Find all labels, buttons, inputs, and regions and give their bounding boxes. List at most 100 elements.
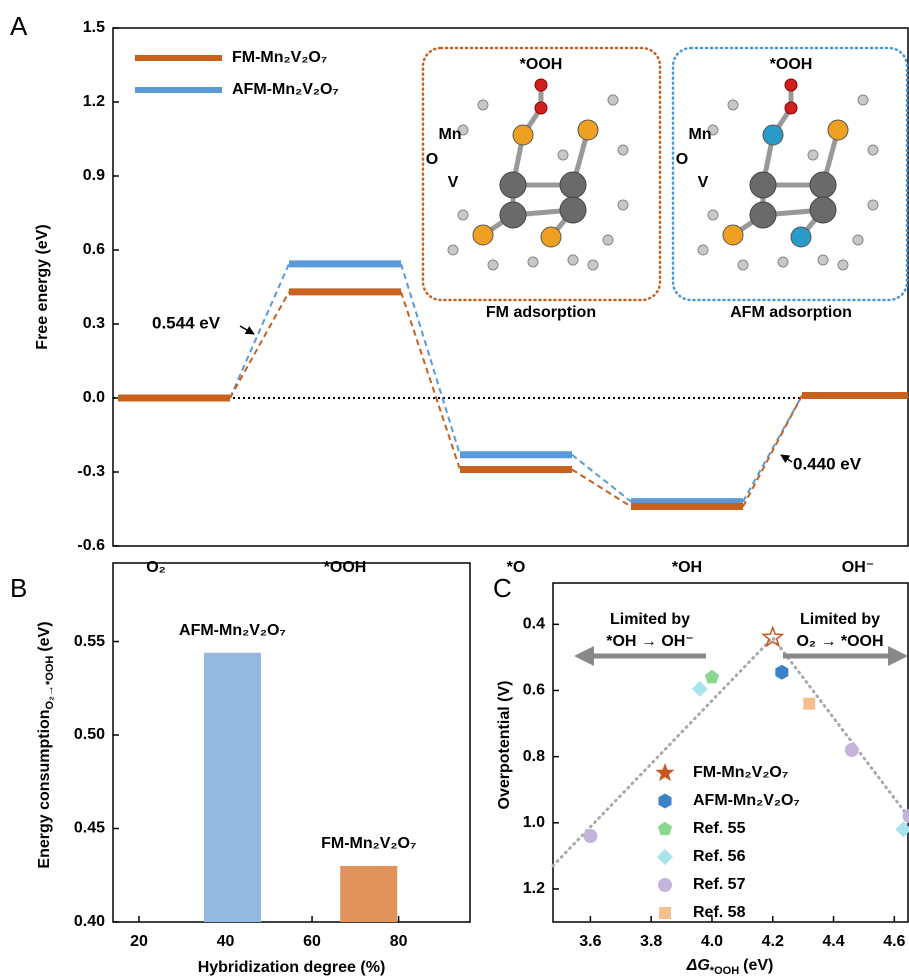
marker (659, 907, 671, 919)
atom (723, 225, 743, 245)
annotation: Limited by (800, 611, 880, 628)
x-tick-label: 4.6 (883, 933, 905, 950)
label-unit: (eV) (36, 621, 53, 651)
marker (845, 743, 859, 757)
connector (572, 470, 631, 507)
y-tick-label: 0.6 (523, 682, 545, 699)
y-tick-label: 0.9 (83, 167, 105, 184)
marker (659, 794, 672, 809)
marker (658, 878, 672, 892)
atom (608, 95, 618, 105)
label-main: Energy consumption (36, 709, 53, 868)
x-tick-label: 80 (390, 933, 408, 950)
x-tick-label: 40 (217, 933, 235, 950)
x-tick-label: O₂ (146, 559, 166, 576)
connector (743, 396, 802, 502)
atom-label: V (448, 174, 459, 191)
marker (763, 628, 782, 646)
legend-label: AFM-Mn₂V₂O₇ (232, 81, 339, 98)
y-tick-label: 1.2 (523, 880, 545, 897)
x-axis-label: Hybridization degree (%) (198, 959, 386, 976)
y-tick-label: 0.4 (523, 616, 545, 633)
atom (560, 172, 586, 198)
atom (858, 95, 868, 105)
y-axis-label: Free energy (eV) (34, 224, 51, 349)
atom-label: Mn (688, 126, 711, 143)
atom (588, 260, 598, 270)
y-tick-label: 1.5 (83, 19, 105, 36)
panel-label: B (10, 573, 27, 603)
atom (785, 102, 797, 114)
panel-label: A (10, 11, 28, 41)
bar-label: AFM-Mn₂V₂O₇ (179, 622, 286, 639)
label-main: ΔG (686, 957, 710, 974)
marker (658, 822, 672, 836)
atom (838, 260, 848, 270)
y-tick-label: 0.55 (74, 633, 105, 650)
inset-adsorbate: *OOH (520, 56, 563, 73)
atom-label: O (426, 151, 438, 168)
marker (803, 698, 815, 710)
marker (775, 665, 788, 680)
marker (692, 681, 708, 697)
atom (808, 150, 818, 160)
atom (778, 257, 788, 267)
y-tick-label: 1.2 (83, 93, 105, 110)
atom (500, 172, 526, 198)
atom (603, 235, 613, 245)
annotation: Limited by (610, 611, 690, 628)
y-tick-label: 1.0 (523, 814, 545, 831)
atom (535, 102, 547, 114)
panel-label: C (493, 573, 512, 603)
figure: -0.6-0.30.00.30.60.91.21.5AFree energy (… (0, 0, 909, 976)
atom (698, 245, 708, 255)
atom (868, 145, 878, 155)
annotation: 0.440 eV (793, 454, 862, 473)
atom (528, 257, 538, 267)
label-sub: *OOH (710, 965, 739, 976)
x-tick-label: 4.4 (822, 933, 844, 950)
atom (738, 260, 748, 270)
bar (340, 866, 397, 922)
connector (401, 292, 460, 470)
atom (541, 227, 561, 247)
inset-adsorbate: *OOH (770, 56, 813, 73)
atom (750, 202, 776, 228)
y-axis-label: Overpotential (V) (496, 681, 513, 810)
bar (204, 653, 261, 922)
y-tick-label: 0.8 (523, 748, 545, 765)
atom (448, 245, 458, 255)
atom (818, 255, 828, 265)
atom (785, 79, 797, 91)
marker (657, 849, 673, 865)
page: {"chart_data": [ {"type": "step", "panel… (0, 0, 909, 976)
atom-label: Mn (438, 126, 461, 143)
atom (828, 120, 848, 140)
label-sub: O₂→*OOH (44, 656, 56, 710)
marker (895, 821, 909, 837)
legend-label: Ref. 56 (693, 848, 746, 865)
atom (853, 235, 863, 245)
y-tick-label: -0.6 (77, 537, 105, 554)
y-tick-label: 0.6 (83, 241, 105, 258)
atom (458, 210, 468, 220)
annotation-arrow (240, 326, 254, 334)
legend-label: AFM-Mn₂V₂O₇ (693, 792, 800, 809)
y-tick-label: 0.0 (83, 389, 105, 406)
marker (655, 763, 674, 781)
legend-label: Ref. 58 (693, 904, 746, 921)
marker (705, 670, 719, 684)
x-tick-label: 3.6 (579, 933, 601, 950)
x-tick-label: *OOH (324, 559, 367, 576)
label-unit: (eV) (743, 957, 773, 974)
atom (763, 125, 783, 145)
x-tick-label: OH⁻ (842, 559, 874, 576)
atom (618, 145, 628, 155)
atom (513, 125, 533, 145)
atom (810, 172, 836, 198)
atom (868, 200, 878, 210)
structure (698, 79, 878, 270)
y-tick-label: -0.3 (77, 463, 105, 480)
atom-label: O (676, 151, 688, 168)
x-tick-label: 4.2 (762, 933, 784, 950)
